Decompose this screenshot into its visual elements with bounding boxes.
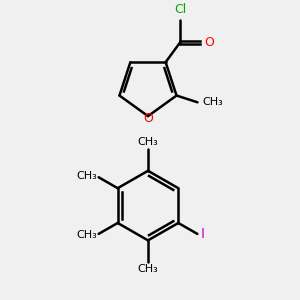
Text: O: O bbox=[204, 36, 214, 49]
Text: O: O bbox=[143, 112, 153, 124]
Text: CH₃: CH₃ bbox=[138, 137, 158, 147]
Text: CH₃: CH₃ bbox=[138, 264, 158, 274]
Text: CH₃: CH₃ bbox=[76, 171, 97, 181]
Text: Cl: Cl bbox=[174, 3, 187, 16]
Text: CH₃: CH₃ bbox=[202, 97, 223, 107]
Text: I: I bbox=[200, 227, 204, 241]
Text: CH₃: CH₃ bbox=[76, 230, 97, 240]
